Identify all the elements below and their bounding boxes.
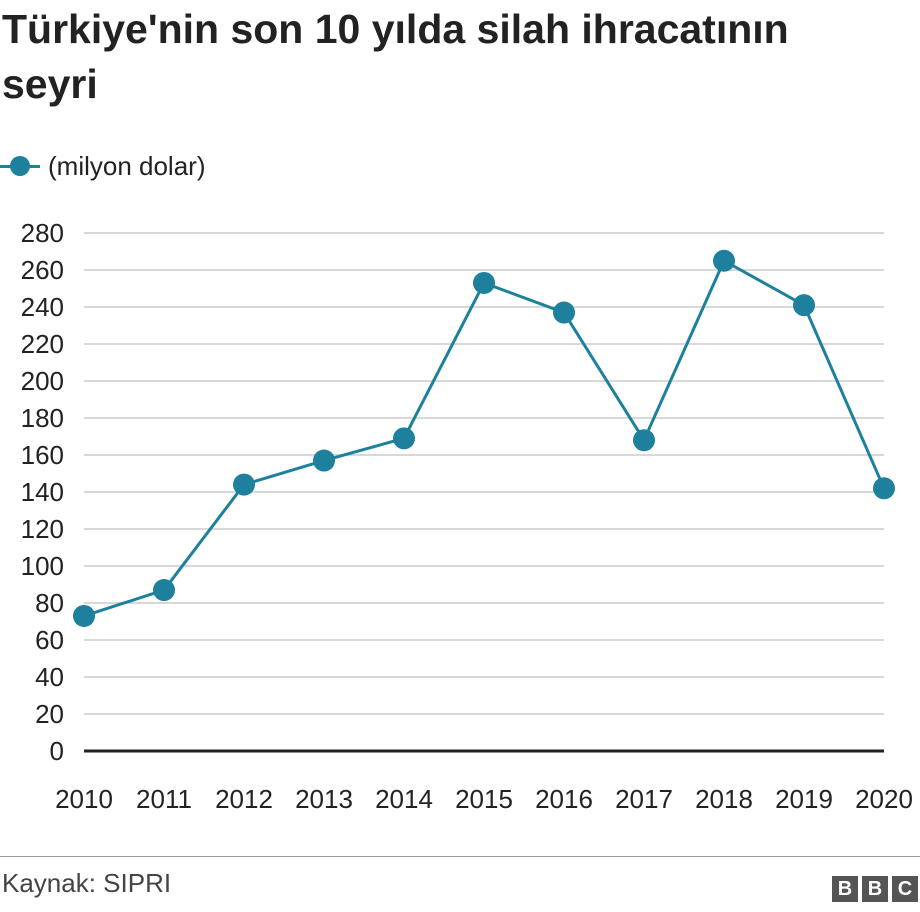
y-tick-label: 220 — [21, 329, 64, 359]
y-tick-label: 60 — [35, 625, 64, 655]
y-tick-label: 0 — [50, 736, 64, 766]
data-point — [713, 249, 735, 272]
x-tick-label: 2019 — [775, 784, 833, 814]
line-chart: 020406080100120140160180200220240260280 … — [21, 218, 913, 814]
legend: (milyon dolar) — [0, 148, 206, 184]
y-tick-label: 20 — [35, 699, 64, 729]
y-tick-label: 160 — [21, 440, 64, 470]
y-tick-label: 140 — [21, 477, 64, 507]
data-point — [153, 579, 175, 602]
logo-letter: B — [832, 876, 858, 902]
x-tick-label: 2018 — [695, 784, 753, 814]
y-tick-label: 40 — [35, 662, 64, 692]
series-layer — [73, 249, 895, 627]
x-tick-label: 2010 — [55, 784, 113, 814]
y-tick-label: 260 — [21, 255, 64, 285]
logo-letter: C — [892, 876, 918, 902]
y-tick-label: 200 — [21, 366, 64, 396]
x-tick-label: 2015 — [455, 784, 513, 814]
footer-divider — [0, 856, 920, 857]
data-point — [633, 429, 655, 452]
x-tick-label: 2017 — [615, 784, 673, 814]
bbc-logo: B B C — [832, 876, 918, 902]
series-line — [83, 259, 886, 618]
x-tick-label: 2014 — [375, 784, 433, 814]
data-point — [313, 449, 335, 472]
x-tick-label: 2020 — [855, 784, 913, 814]
chart-title: Türkiye'nin son 10 yılda silah ihracatın… — [2, 6, 789, 107]
logo-letter: B — [862, 876, 888, 902]
grid-lines — [84, 232, 884, 715]
data-point — [393, 427, 415, 450]
y-tick-label: 80 — [35, 588, 64, 618]
y-tick-label: 120 — [21, 514, 64, 544]
data-point — [793, 294, 815, 317]
y-tick-label: 180 — [21, 403, 64, 433]
source-note: Kaynak: SIPRI — [2, 868, 172, 898]
data-point — [73, 604, 95, 627]
y-axis-ticks: 0 20 40 60 80 100 120 140 160 180 200 220 240 260 280 — [21, 218, 64, 766]
y-tick-label: 100 — [21, 551, 64, 581]
data-point — [473, 271, 495, 294]
data-point — [553, 301, 575, 324]
legend-marker-icon — [0, 151, 42, 181]
x-axis-ticks: 2010 2011 2012 2013 2014 2015 2016 2017 2018 2019… — [55, 784, 913, 814]
y-tick-label: 280 — [21, 218, 64, 248]
data-point — [873, 477, 895, 500]
legend-label: (milyon dolar) — [48, 150, 206, 181]
x-tick-label: 2013 — [295, 784, 353, 814]
x-tick-label: 2012 — [215, 784, 273, 814]
x-tick-label: 2016 — [535, 784, 593, 814]
y-tick-label: 240 — [21, 292, 64, 322]
data-point — [233, 473, 255, 496]
x-tick-label: 2011 — [136, 784, 192, 814]
